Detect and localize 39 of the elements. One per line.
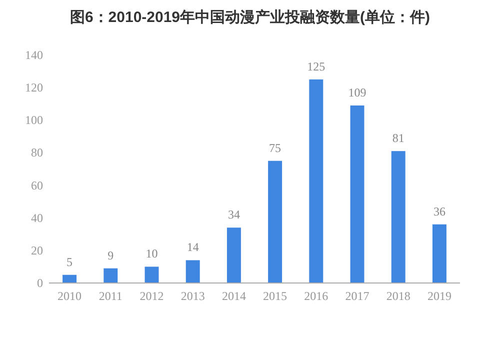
y-tick-label: 20: [31, 243, 43, 258]
bar: [350, 105, 364, 283]
data-label: 36: [433, 204, 446, 218]
y-tick-label: 60: [31, 178, 43, 192]
x-tick-label: 2015: [263, 289, 288, 303]
x-tick-label: 2017: [345, 289, 370, 303]
x-tick-label: 2018: [386, 289, 410, 303]
data-label: 10: [146, 246, 158, 261]
chart-title: 图6：2010-2019年中国动漫产业投融资数量(单位：件): [70, 9, 430, 26]
data-label: 14: [186, 240, 199, 254]
x-tick-label: 2011: [98, 289, 122, 303]
y-tick-label: 0: [37, 276, 43, 290]
bar: [62, 274, 77, 283]
y-tick-label: 40: [31, 210, 43, 225]
data-label: 81: [392, 131, 404, 146]
bar: [226, 228, 241, 283]
data-label: 9: [108, 248, 114, 262]
x-tick-label: 2014: [222, 289, 246, 303]
x-tick-label: 2010: [58, 289, 82, 303]
bar: [432, 224, 446, 283]
y-tick-label: 80: [31, 146, 43, 160]
data-label: 5: [66, 254, 73, 269]
x-tick-label: 2013: [180, 289, 205, 303]
y-tick-label: 120: [25, 80, 43, 95]
data-label: 75: [269, 140, 282, 155]
bar: [186, 260, 200, 283]
x-tick-label: 2016: [304, 289, 328, 303]
x-tick-label: 2012: [140, 289, 164, 303]
data-label: 109: [348, 85, 366, 100]
bar: [104, 268, 118, 283]
x-tick-label: 2019: [427, 289, 452, 303]
y-tick-label: 140: [25, 48, 43, 62]
y-tick-label: 100: [25, 113, 43, 128]
data-label: 34: [228, 208, 240, 222]
bar: [268, 160, 282, 283]
bar: [309, 79, 324, 283]
bar: [391, 151, 406, 283]
data-label: 125: [307, 59, 326, 74]
bar: [144, 266, 159, 283]
